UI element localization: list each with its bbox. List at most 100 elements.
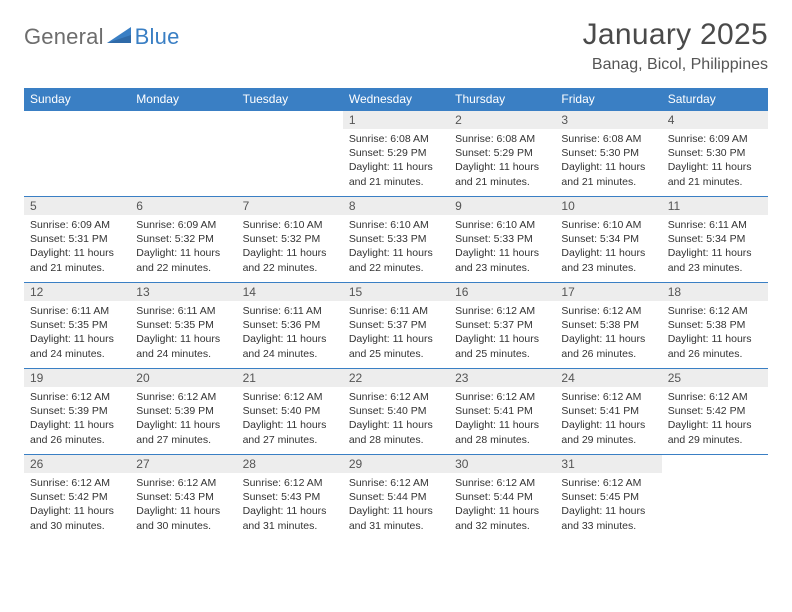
day-number: 3 bbox=[555, 111, 661, 129]
day-number: 18 bbox=[662, 283, 768, 301]
location-subtitle: Banag, Bicol, Philippines bbox=[583, 56, 768, 74]
day-number: 5 bbox=[24, 197, 130, 215]
day-header: Thursday bbox=[449, 88, 555, 111]
day-details: Sunrise: 6:11 AMSunset: 5:35 PMDaylight:… bbox=[24, 301, 130, 365]
day-header: Friday bbox=[555, 88, 661, 111]
day-number: 12 bbox=[24, 283, 130, 301]
day-number: 25 bbox=[662, 369, 768, 387]
calendar-cell: 15Sunrise: 6:11 AMSunset: 5:37 PMDayligh… bbox=[343, 283, 449, 369]
calendar-cell: 1Sunrise: 6:08 AMSunset: 5:29 PMDaylight… bbox=[343, 111, 449, 197]
day-details: Sunrise: 6:12 AMSunset: 5:43 PMDaylight:… bbox=[237, 473, 343, 537]
day-details: Sunrise: 6:08 AMSunset: 5:29 PMDaylight:… bbox=[343, 129, 449, 193]
page-header: General Blue January 2025 Banag, Bicol, … bbox=[24, 18, 768, 74]
day-details: Sunrise: 6:10 AMSunset: 5:34 PMDaylight:… bbox=[555, 215, 661, 279]
day-number: 31 bbox=[555, 455, 661, 473]
calendar-cell: 6Sunrise: 6:09 AMSunset: 5:32 PMDaylight… bbox=[130, 197, 236, 283]
day-details: Sunrise: 6:12 AMSunset: 5:42 PMDaylight:… bbox=[24, 473, 130, 537]
day-number: 15 bbox=[343, 283, 449, 301]
calendar-cell: 21Sunrise: 6:12 AMSunset: 5:40 PMDayligh… bbox=[237, 369, 343, 455]
title-block: January 2025 Banag, Bicol, Philippines bbox=[583, 18, 768, 74]
day-details: Sunrise: 6:11 AMSunset: 5:37 PMDaylight:… bbox=[343, 301, 449, 365]
day-details: Sunrise: 6:12 AMSunset: 5:45 PMDaylight:… bbox=[555, 473, 661, 537]
day-header: Sunday bbox=[24, 88, 130, 111]
calendar-cell: 9Sunrise: 6:10 AMSunset: 5:33 PMDaylight… bbox=[449, 197, 555, 283]
day-number: 29 bbox=[343, 455, 449, 473]
day-number: 20 bbox=[130, 369, 236, 387]
calendar-cell: .. bbox=[24, 111, 130, 197]
day-details: Sunrise: 6:09 AMSunset: 5:30 PMDaylight:… bbox=[662, 129, 768, 193]
calendar-cell: 10Sunrise: 6:10 AMSunset: 5:34 PMDayligh… bbox=[555, 197, 661, 283]
day-details: Sunrise: 6:08 AMSunset: 5:29 PMDaylight:… bbox=[449, 129, 555, 193]
calendar-cell: 2Sunrise: 6:08 AMSunset: 5:29 PMDaylight… bbox=[449, 111, 555, 197]
day-details: Sunrise: 6:09 AMSunset: 5:31 PMDaylight:… bbox=[24, 215, 130, 279]
day-details: Sunrise: 6:12 AMSunset: 5:41 PMDaylight:… bbox=[555, 387, 661, 451]
calendar-cell: 26Sunrise: 6:12 AMSunset: 5:42 PMDayligh… bbox=[24, 455, 130, 541]
month-title: January 2025 bbox=[583, 18, 768, 52]
day-number: 24 bbox=[555, 369, 661, 387]
day-header: Monday bbox=[130, 88, 236, 111]
day-details: Sunrise: 6:10 AMSunset: 5:33 PMDaylight:… bbox=[449, 215, 555, 279]
day-number: 11 bbox=[662, 197, 768, 215]
calendar-body: ......1Sunrise: 6:08 AMSunset: 5:29 PMDa… bbox=[24, 111, 768, 541]
calendar-cell: 30Sunrise: 6:12 AMSunset: 5:44 PMDayligh… bbox=[449, 455, 555, 541]
day-number: 9 bbox=[449, 197, 555, 215]
calendar-row: 12Sunrise: 6:11 AMSunset: 5:35 PMDayligh… bbox=[24, 283, 768, 369]
day-details: Sunrise: 6:11 AMSunset: 5:35 PMDaylight:… bbox=[130, 301, 236, 365]
calendar-page: General Blue January 2025 Banag, Bicol, … bbox=[0, 0, 792, 551]
calendar-cell: 31Sunrise: 6:12 AMSunset: 5:45 PMDayligh… bbox=[555, 455, 661, 541]
day-header-row: SundayMondayTuesdayWednesdayThursdayFrid… bbox=[24, 88, 768, 111]
day-number: 28 bbox=[237, 455, 343, 473]
day-details: Sunrise: 6:12 AMSunset: 5:39 PMDaylight:… bbox=[24, 387, 130, 451]
day-details: Sunrise: 6:10 AMSunset: 5:33 PMDaylight:… bbox=[343, 215, 449, 279]
day-details: Sunrise: 6:12 AMSunset: 5:37 PMDaylight:… bbox=[449, 301, 555, 365]
calendar-cell: 5Sunrise: 6:09 AMSunset: 5:31 PMDaylight… bbox=[24, 197, 130, 283]
day-number: 17 bbox=[555, 283, 661, 301]
calendar-cell: 25Sunrise: 6:12 AMSunset: 5:42 PMDayligh… bbox=[662, 369, 768, 455]
logo-text-blue: Blue bbox=[135, 24, 180, 50]
calendar-cell: 22Sunrise: 6:12 AMSunset: 5:40 PMDayligh… bbox=[343, 369, 449, 455]
day-details: Sunrise: 6:11 AMSunset: 5:34 PMDaylight:… bbox=[662, 215, 768, 279]
calendar-row: ......1Sunrise: 6:08 AMSunset: 5:29 PMDa… bbox=[24, 111, 768, 197]
day-details: Sunrise: 6:12 AMSunset: 5:42 PMDaylight:… bbox=[662, 387, 768, 451]
calendar-cell: 16Sunrise: 6:12 AMSunset: 5:37 PMDayligh… bbox=[449, 283, 555, 369]
day-details: Sunrise: 6:12 AMSunset: 5:38 PMDaylight:… bbox=[662, 301, 768, 365]
calendar-cell: 13Sunrise: 6:11 AMSunset: 5:35 PMDayligh… bbox=[130, 283, 236, 369]
calendar-cell: 17Sunrise: 6:12 AMSunset: 5:38 PMDayligh… bbox=[555, 283, 661, 369]
calendar-cell: 4Sunrise: 6:09 AMSunset: 5:30 PMDaylight… bbox=[662, 111, 768, 197]
day-details: Sunrise: 6:12 AMSunset: 5:43 PMDaylight:… bbox=[130, 473, 236, 537]
day-number: 4 bbox=[662, 111, 768, 129]
day-number: 2 bbox=[449, 111, 555, 129]
calendar-cell: 19Sunrise: 6:12 AMSunset: 5:39 PMDayligh… bbox=[24, 369, 130, 455]
day-number: 22 bbox=[343, 369, 449, 387]
logo-text-general: General bbox=[24, 24, 104, 50]
day-number: 30 bbox=[449, 455, 555, 473]
calendar-cell: 27Sunrise: 6:12 AMSunset: 5:43 PMDayligh… bbox=[130, 455, 236, 541]
logo-triangle-icon bbox=[107, 25, 133, 50]
calendar-cell: .. bbox=[237, 111, 343, 197]
day-number: 1 bbox=[343, 111, 449, 129]
day-number: 8 bbox=[343, 197, 449, 215]
day-details: Sunrise: 6:12 AMSunset: 5:40 PMDaylight:… bbox=[237, 387, 343, 451]
day-number: 27 bbox=[130, 455, 236, 473]
day-details: Sunrise: 6:12 AMSunset: 5:44 PMDaylight:… bbox=[343, 473, 449, 537]
calendar-cell: .. bbox=[662, 455, 768, 541]
day-details: Sunrise: 6:12 AMSunset: 5:38 PMDaylight:… bbox=[555, 301, 661, 365]
day-number: 26 bbox=[24, 455, 130, 473]
day-details: Sunrise: 6:11 AMSunset: 5:36 PMDaylight:… bbox=[237, 301, 343, 365]
calendar-cell: 12Sunrise: 6:11 AMSunset: 5:35 PMDayligh… bbox=[24, 283, 130, 369]
day-header: Tuesday bbox=[237, 88, 343, 111]
calendar-row: 26Sunrise: 6:12 AMSunset: 5:42 PMDayligh… bbox=[24, 455, 768, 541]
day-number: 6 bbox=[130, 197, 236, 215]
brand-logo: General Blue bbox=[24, 18, 180, 50]
day-details: Sunrise: 6:09 AMSunset: 5:32 PMDaylight:… bbox=[130, 215, 236, 279]
day-number: 21 bbox=[237, 369, 343, 387]
calendar-cell: 7Sunrise: 6:10 AMSunset: 5:32 PMDaylight… bbox=[237, 197, 343, 283]
day-details: Sunrise: 6:12 AMSunset: 5:41 PMDaylight:… bbox=[449, 387, 555, 451]
day-details: Sunrise: 6:10 AMSunset: 5:32 PMDaylight:… bbox=[237, 215, 343, 279]
day-details: Sunrise: 6:12 AMSunset: 5:44 PMDaylight:… bbox=[449, 473, 555, 537]
calendar-cell: 14Sunrise: 6:11 AMSunset: 5:36 PMDayligh… bbox=[237, 283, 343, 369]
calendar-table: SundayMondayTuesdayWednesdayThursdayFrid… bbox=[24, 88, 768, 541]
day-header: Saturday bbox=[662, 88, 768, 111]
day-number: 19 bbox=[24, 369, 130, 387]
calendar-row: 5Sunrise: 6:09 AMSunset: 5:31 PMDaylight… bbox=[24, 197, 768, 283]
